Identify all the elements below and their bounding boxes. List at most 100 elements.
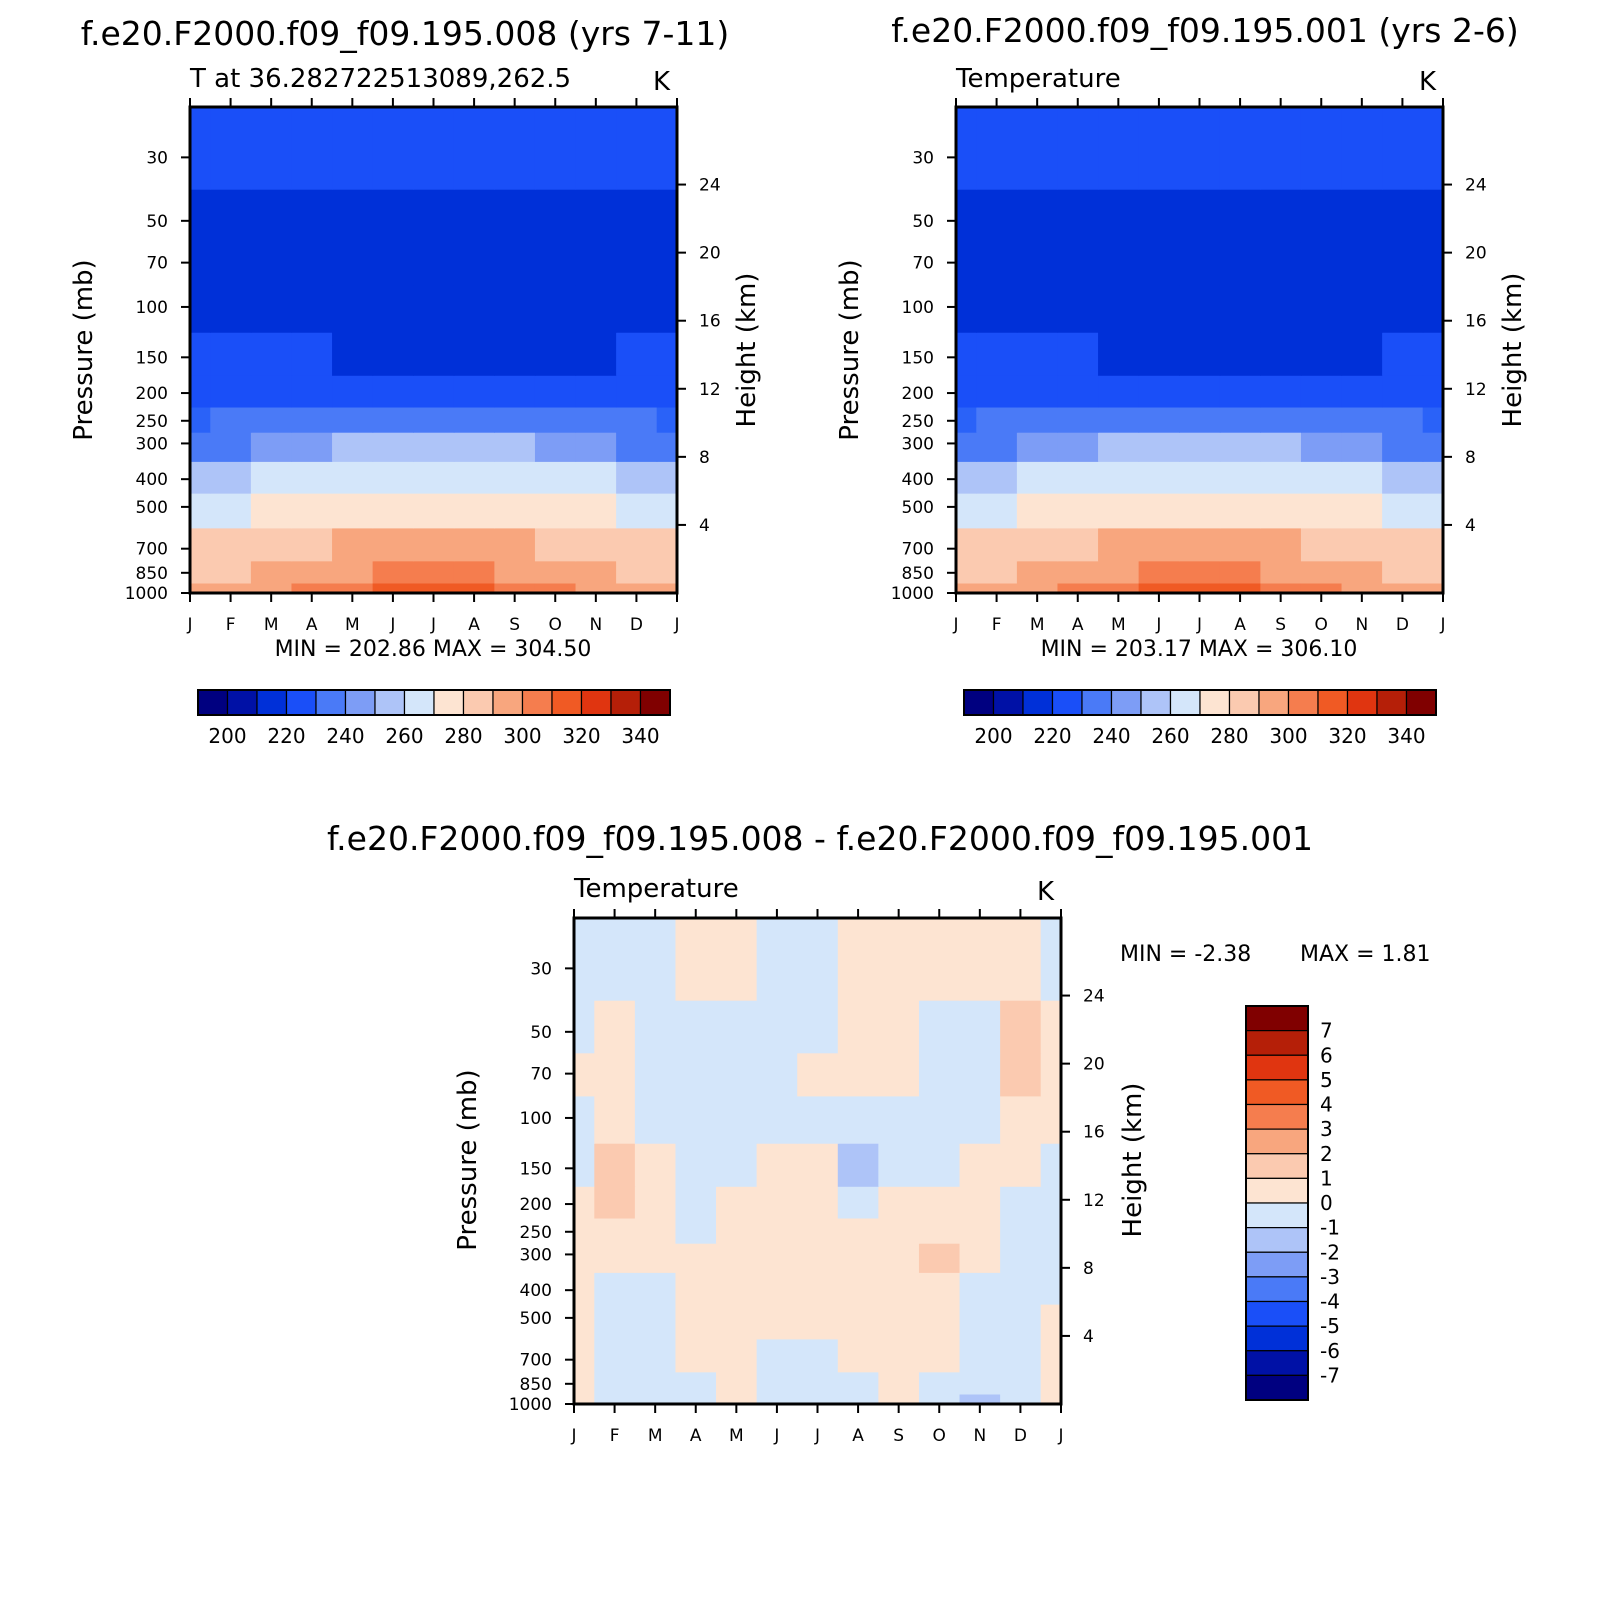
contour-cell [1260,189,1302,243]
contour-cell [797,1393,839,1405]
x-tick-label: M [648,1426,663,1446]
contour-cell [575,461,617,494]
contour-cell [291,582,333,594]
x-tick-label: S [893,1426,904,1446]
contour-cell [675,1143,717,1187]
contour-cell [716,1304,758,1340]
contour-cell [837,1000,879,1054]
contour-cell [716,1338,758,1373]
x-tick-label: J [186,615,192,635]
contour-cell [1138,582,1180,594]
contour-cell [959,1393,1001,1405]
min-max-label: MIN = 202.86 MAX = 304.50 [275,637,592,662]
contour-cell [918,1272,961,1305]
colorbar-box [1245,1079,1309,1106]
contour-cell [756,1095,798,1144]
contour-cell [756,1272,798,1305]
contour-cell [1382,432,1424,462]
contour-cell [534,107,577,190]
contour-cell [716,1143,758,1187]
contour-cell [956,432,977,462]
contour-cell [372,582,414,594]
colorbar-box [197,689,229,716]
contour-cell [574,1186,595,1219]
contour-cell [1300,406,1343,433]
contour-cell [756,1338,798,1373]
colorbar-box [1051,689,1083,716]
colorbar-label: 2 [1320,1142,1333,1166]
contour-cell [574,1304,595,1340]
contour-cell [413,560,455,584]
contour-cell [250,560,293,584]
x-tick-label: M [729,1426,744,1446]
x-tick-label: F [610,1426,620,1446]
contour-cell [1016,107,1059,190]
y2-tick-label: 8 [699,448,710,468]
contour-cell [453,241,495,286]
y-tick-label: 500 [902,498,934,518]
contour-cell [616,189,658,243]
contour-cell [837,1186,879,1219]
contour-cell [616,582,658,594]
contour-cell [291,375,333,408]
contour-cell [453,375,495,408]
contour-cell [594,1304,636,1340]
contour-cell [956,332,977,376]
contour-cell [1219,432,1261,462]
contour-cell [675,1393,717,1405]
contour-cell [616,406,658,433]
contour-cell [797,1000,839,1054]
contour-cell [574,1143,595,1187]
colorbar-box [226,689,258,716]
contour-cell [574,1217,595,1244]
contour-cell [1422,406,1444,433]
contour-cell [594,1371,636,1395]
contour-cell [210,332,252,376]
colorbar-frame [197,689,671,716]
contour-cell [656,332,678,376]
y-tick-label: 200 [902,384,934,404]
contour-cell [1000,1095,1042,1144]
contour-cell [574,1371,595,1395]
contour-cell [1422,432,1444,462]
contour-cell [1219,493,1261,529]
contour-cell [1260,375,1302,408]
y2-tick-label: 24 [1465,176,1487,196]
contour-cell [534,284,577,333]
y2-tick-label: 16 [1465,312,1487,332]
colorbar-label: 240 [1092,724,1130,748]
contour-cell [837,1371,879,1395]
y2-tick-label: 8 [1083,1259,1094,1279]
contour-cell [1260,284,1302,333]
contour-cell [837,918,879,1001]
contour-cell [878,1095,920,1144]
contour-cell [756,1143,798,1187]
contour-cell [413,461,455,494]
colorbar-label: -2 [1320,1240,1340,1264]
x-tick-label: S [1275,615,1286,635]
contour-cell [1260,241,1302,286]
x-tick-label: J [1155,615,1161,635]
y2-tick-label: 4 [1465,516,1476,536]
contour-cell [534,375,577,408]
colorbar-box [1245,1005,1309,1032]
contour-cell [918,1217,961,1244]
panel-variable-label: Temperature [955,64,1121,94]
contour-cell [594,1393,636,1405]
y2-tick-label: 12 [1465,380,1487,400]
contour-cell [494,107,536,190]
contour-cell [878,1304,920,1340]
y-tick-label: 250 [136,412,168,432]
colorbar-box [1405,689,1437,716]
contour-cell [616,527,658,562]
y-tick-label: 30 [530,959,552,979]
x-tick-label: A [306,615,318,635]
contour-cell [574,1000,595,1054]
contour-cell [756,1304,798,1340]
x-tick-label: M [264,615,279,635]
contour-cell [1300,107,1343,190]
contour-cell [656,560,678,584]
y-axis-label: Pressure (mb) [835,259,865,440]
contour-cell [716,1371,758,1395]
y-tick-label: 50 [530,1023,552,1043]
